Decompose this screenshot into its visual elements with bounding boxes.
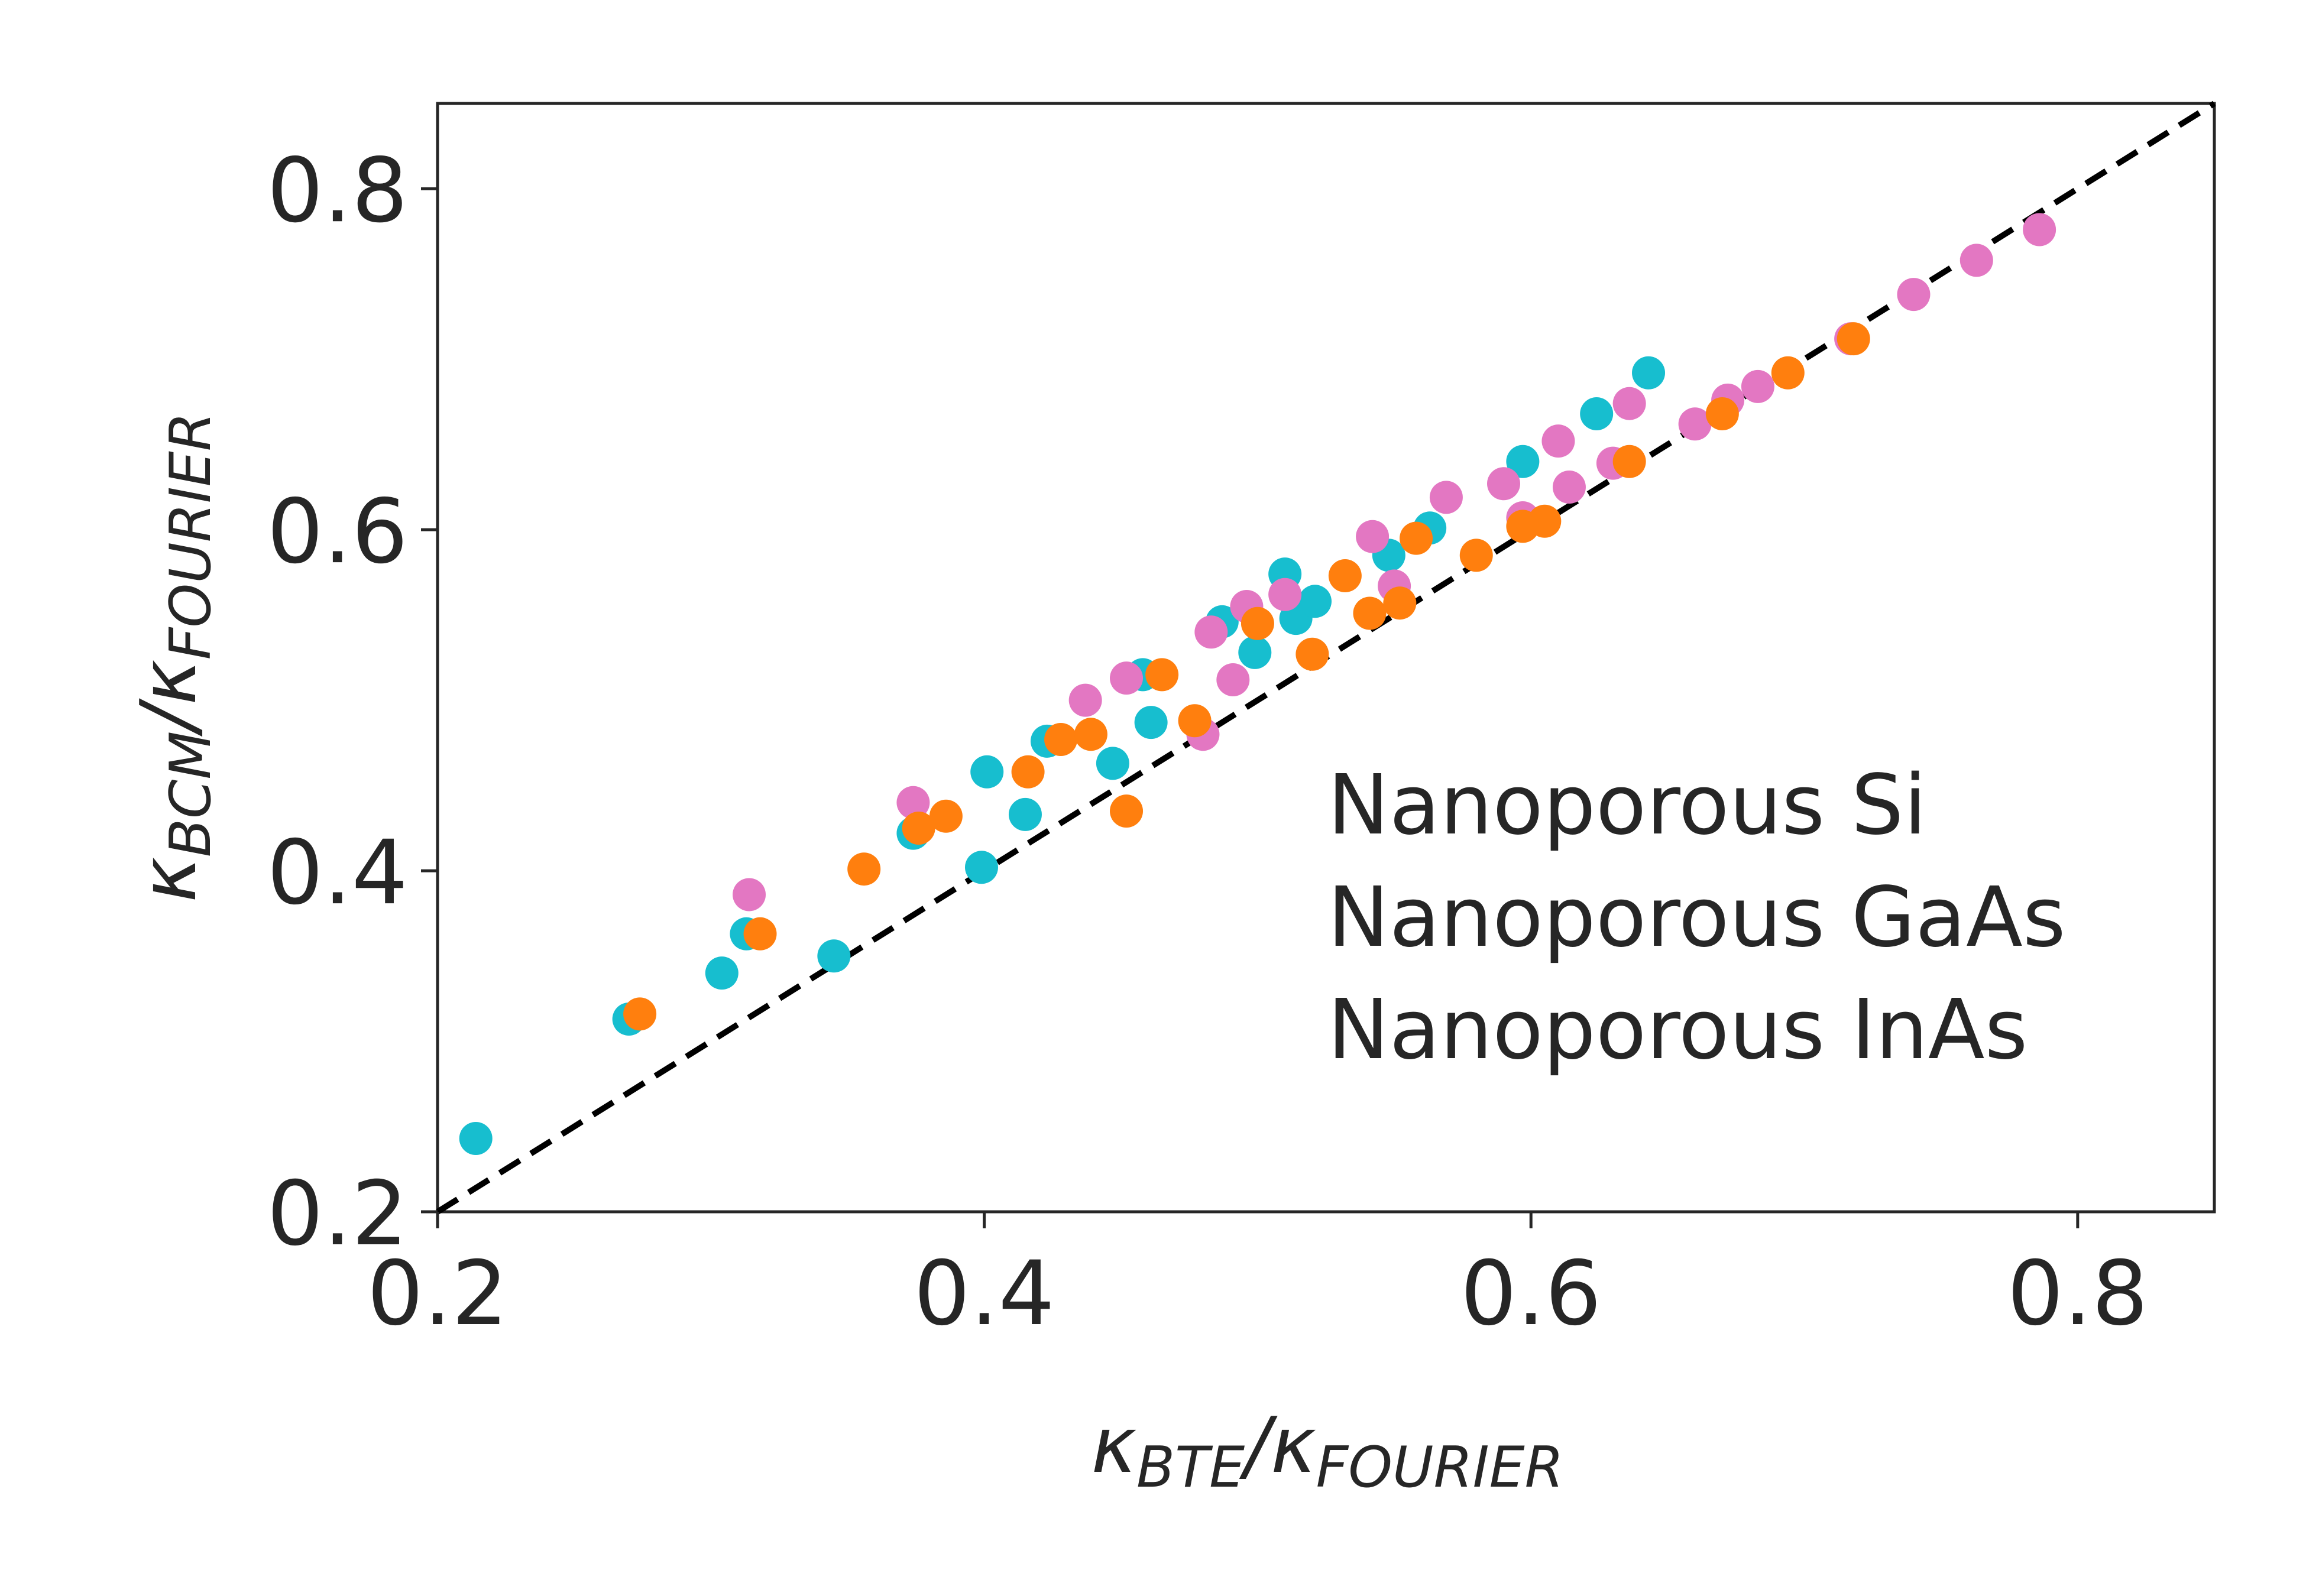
data-point xyxy=(705,956,739,990)
legend-entry-gaas: Nanoporous GaAs xyxy=(1327,870,2066,966)
data-point xyxy=(1541,424,1575,458)
data-point xyxy=(847,852,881,886)
data-point xyxy=(1429,481,1463,514)
data-point xyxy=(1068,683,1102,717)
data-point xyxy=(1268,578,1302,611)
legend-entry-si: Nanoporous Si xyxy=(1327,757,1927,854)
data-point xyxy=(1238,635,1272,669)
data-point xyxy=(1110,794,1144,828)
data-point xyxy=(1194,615,1228,649)
data-point xyxy=(1298,585,1332,618)
data-point xyxy=(1241,606,1274,640)
x-tick-label: 0.6 xyxy=(1460,1243,1602,1345)
legend-entry-inas: Nanoporous InAs xyxy=(1327,982,2028,1078)
data-point xyxy=(1011,755,1045,789)
data-point xyxy=(1178,704,1212,738)
data-point xyxy=(1328,559,1362,593)
data-point xyxy=(1459,539,1493,572)
data-point xyxy=(2023,213,2056,246)
data-point xyxy=(929,799,963,833)
x-tick-label: 0.4 xyxy=(914,1243,1055,1345)
x-tick-label: 0.8 xyxy=(2007,1243,2149,1345)
y-axis-label: κBCM/κFOURIER xyxy=(124,412,224,903)
data-point xyxy=(1400,521,1433,555)
data-point xyxy=(743,917,777,951)
x-axis-label-kappa-2: κ xyxy=(1271,1400,1316,1490)
y-axis-ticks: 0.2 0.4 0.6 0.8 xyxy=(267,140,438,1266)
data-point xyxy=(896,786,930,819)
data-point xyxy=(1096,747,1129,780)
data-point xyxy=(1771,356,1805,390)
data-point xyxy=(1044,722,1078,756)
data-point xyxy=(1612,387,1646,420)
legend: Nanoporous Si Nanoporous GaAs Nanoporous… xyxy=(1327,757,2066,1078)
y-tick-label: 0.6 xyxy=(267,481,408,583)
data-point xyxy=(1356,520,1390,553)
y-tick-label: 0.4 xyxy=(267,822,408,924)
data-point xyxy=(459,1121,493,1155)
data-point xyxy=(1110,661,1144,695)
data-point xyxy=(1134,706,1168,739)
data-point xyxy=(1741,369,1774,403)
data-point xyxy=(623,997,657,1031)
data-point xyxy=(1678,407,1712,441)
data-point xyxy=(1528,504,1562,538)
data-point xyxy=(1487,467,1520,501)
data-point xyxy=(902,811,935,845)
data-point xyxy=(733,878,766,911)
x-axis-label-kappa-1: κ xyxy=(1091,1400,1136,1490)
y-axis-label-sub-1: BCM xyxy=(158,731,224,857)
data-point xyxy=(1960,244,1993,277)
data-point xyxy=(1580,397,1614,430)
y-tick-label: 0.8 xyxy=(267,140,408,242)
x-axis-label: κBTE/κFOURIER xyxy=(1091,1400,1563,1500)
data-point xyxy=(1145,658,1179,692)
data-point xyxy=(970,755,1004,789)
data-point xyxy=(1216,663,1250,696)
x-axis-label-sub-1: BTE xyxy=(1136,1435,1245,1500)
data-point xyxy=(1612,445,1646,478)
data-points-layer xyxy=(459,213,2056,1155)
data-point xyxy=(1353,596,1387,630)
y-axis-label-sub-2: FOURIER xyxy=(158,412,224,660)
data-point xyxy=(1074,718,1107,751)
plot-area-frame xyxy=(436,102,2216,1214)
data-point xyxy=(1837,322,1870,356)
y-axis-label-kappa-1: κ xyxy=(124,857,213,903)
data-point xyxy=(1383,586,1417,620)
data-point xyxy=(1295,637,1329,671)
data-point xyxy=(817,939,851,973)
x-tick-label: 0.2 xyxy=(367,1243,509,1345)
y-axis-label-kappa-2: κ xyxy=(124,660,213,705)
data-point xyxy=(1506,445,1540,478)
data-point xyxy=(1008,797,1042,831)
data-point xyxy=(1705,397,1739,430)
data-point xyxy=(1632,356,1666,390)
series-nanoporous-inas xyxy=(623,322,1870,1031)
data-point xyxy=(964,851,998,884)
data-point xyxy=(1552,471,1586,504)
y-tick-label: 0.2 xyxy=(267,1163,408,1266)
x-axis-ticks: 0.2 0.4 0.6 0.8 xyxy=(367,1212,2148,1345)
data-point xyxy=(1897,278,1931,312)
x-axis-label-sub-2: FOURIER xyxy=(1316,1435,1564,1500)
